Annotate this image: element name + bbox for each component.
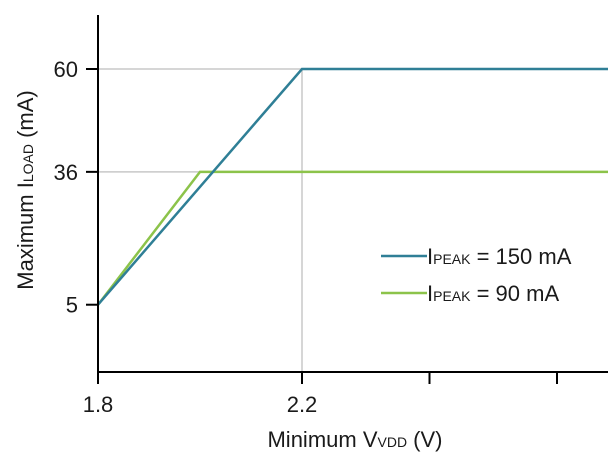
y-tick-label-0: 60 — [54, 57, 78, 82]
x-axis-label: Minimum VVDD (V) — [267, 427, 442, 452]
axes — [97, 15, 608, 373]
y-axis-label: Maximum ILOAD (mA) — [13, 90, 38, 289]
grid — [98, 68, 608, 372]
ticks: 60 36 5 1.8 2.2 — [54, 57, 558, 417]
legend: IPEAK = 150 mA IPEAK = 90 mA — [381, 244, 572, 306]
series-line-0 — [97, 67, 608, 306]
y-tick-label-1: 36 — [54, 160, 78, 185]
series-lines — [97, 67, 608, 306]
x-tick-label-1: 2.2 — [287, 392, 318, 417]
legend-label-ipeak-150: IPEAK = 150 mA — [427, 244, 572, 269]
series-line-1 — [97, 170, 608, 306]
legend-label-ipeak-90: IPEAK = 90 mA — [427, 281, 559, 306]
x-tick-label-0: 1.8 — [83, 392, 114, 417]
y-tick-label-2: 5 — [66, 293, 78, 318]
